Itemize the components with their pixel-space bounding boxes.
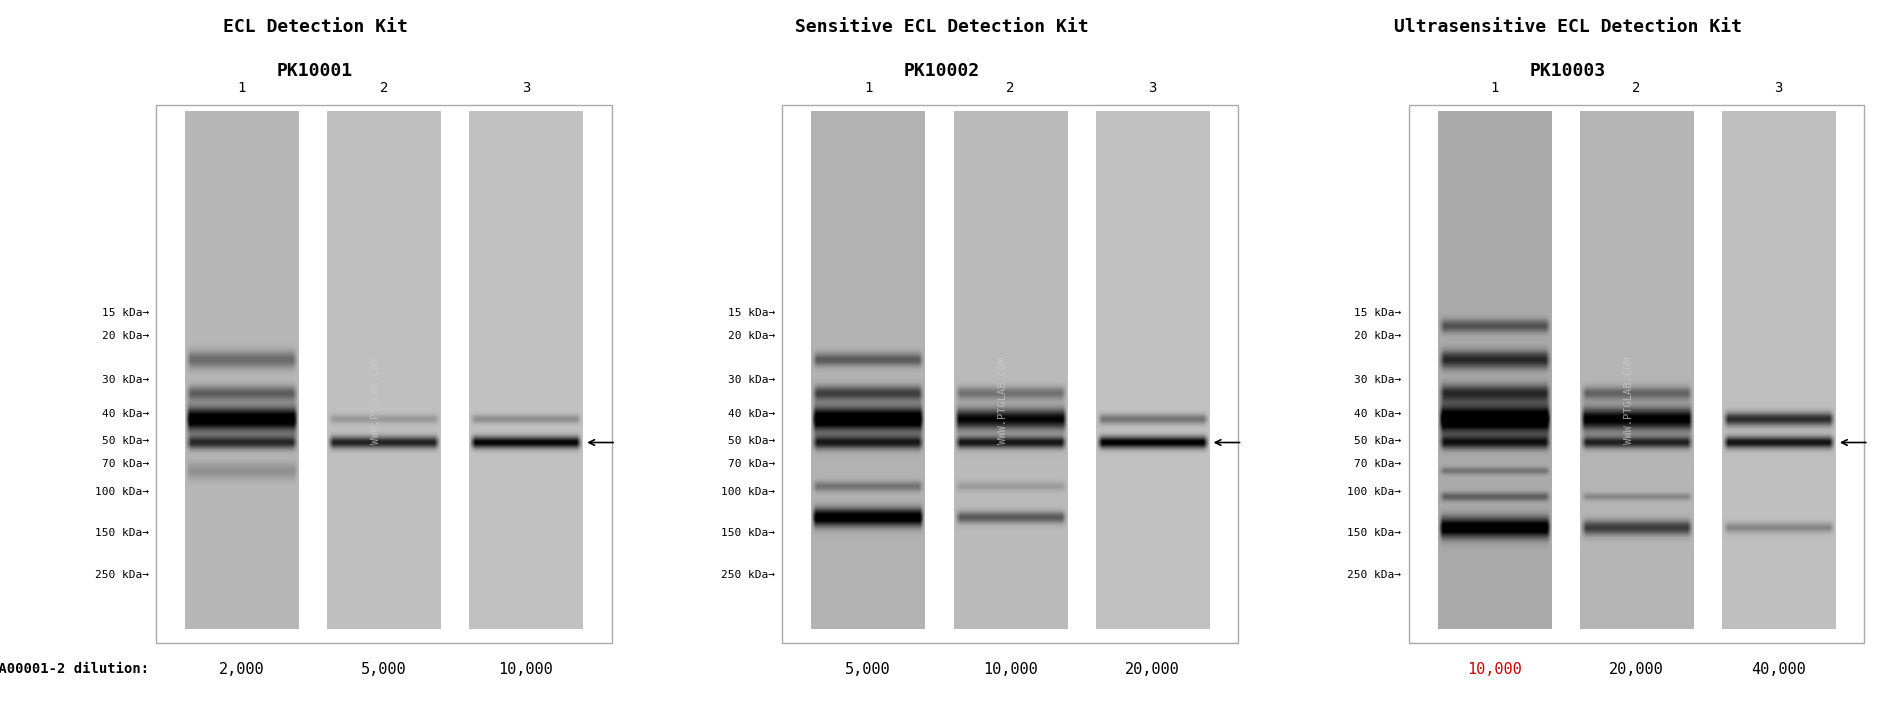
Text: WWW.PTGLAB.COM: WWW.PTGLAB.COM: [1623, 356, 1635, 443]
Text: 30 kDa→: 30 kDa→: [727, 375, 776, 385]
Text: 30 kDa→: 30 kDa→: [101, 375, 148, 385]
Text: 15 kDa→: 15 kDa→: [1355, 308, 1402, 318]
Text: 30 kDa→: 30 kDa→: [1355, 375, 1402, 385]
Text: 2: 2: [1633, 81, 1640, 95]
Text: 250 kDa→: 250 kDa→: [1347, 569, 1402, 579]
Text: 250 kDa→: 250 kDa→: [722, 569, 776, 579]
Bar: [156, 105, 611, 643]
Text: 70 kDa→: 70 kDa→: [1355, 459, 1402, 469]
Text: 70 kDa→: 70 kDa→: [727, 459, 776, 469]
Text: 5,000: 5,000: [361, 662, 406, 677]
Text: ECL Detection Kit: ECL Detection Kit: [222, 18, 408, 36]
Text: 2: 2: [1005, 81, 1015, 95]
Text: 15 kDa→: 15 kDa→: [101, 308, 148, 318]
Text: 20,000: 20,000: [1608, 662, 1665, 677]
Text: PK10003: PK10003: [1530, 62, 1607, 80]
Bar: [1409, 105, 1864, 643]
Text: WWW.PTGLAB.COM: WWW.PTGLAB.COM: [372, 356, 381, 443]
Text: Sensitive ECL Detection Kit: Sensitive ECL Detection Kit: [795, 18, 1088, 36]
Text: 20 kDa→: 20 kDa→: [1355, 332, 1402, 342]
Text: 5,000: 5,000: [846, 662, 891, 677]
Text: 100 kDa→: 100 kDa→: [722, 486, 776, 497]
Text: 20,000: 20,000: [1126, 662, 1180, 677]
Text: PK10001: PK10001: [276, 62, 353, 80]
Text: PK10002: PK10002: [904, 62, 979, 80]
Text: 40 kDa→: 40 kDa→: [1355, 409, 1402, 419]
Text: WWW.PTGLAB.COM: WWW.PTGLAB.COM: [998, 356, 1007, 443]
Text: 10,000: 10,000: [1467, 662, 1522, 677]
Text: 15 kDa→: 15 kDa→: [727, 308, 776, 318]
Text: SA00001-2 dilution:: SA00001-2 dilution:: [0, 662, 148, 675]
Text: 20 kDa→: 20 kDa→: [101, 332, 148, 342]
Text: 150 kDa→: 150 kDa→: [722, 528, 776, 538]
Text: 50 kDa→: 50 kDa→: [727, 436, 776, 446]
Text: 40 kDa→: 40 kDa→: [101, 409, 148, 419]
Text: 3: 3: [1774, 81, 1783, 95]
Text: 3: 3: [522, 81, 530, 95]
Text: 40 kDa→: 40 kDa→: [727, 409, 776, 419]
Text: 40,000: 40,000: [1751, 662, 1806, 677]
Text: 2,000: 2,000: [218, 662, 265, 677]
Text: 3: 3: [1148, 81, 1156, 95]
Text: 100 kDa→: 100 kDa→: [1347, 486, 1402, 497]
Bar: [782, 105, 1238, 643]
Text: 1: 1: [1490, 81, 1499, 95]
Text: Ultrasensitive ECL Detection Kit: Ultrasensitive ECL Detection Kit: [1394, 18, 1742, 36]
Text: 50 kDa→: 50 kDa→: [1355, 436, 1402, 446]
Text: 1: 1: [237, 81, 246, 95]
Text: 70 kDa→: 70 kDa→: [101, 459, 148, 469]
Text: 100 kDa→: 100 kDa→: [94, 486, 148, 497]
Text: 10,000: 10,000: [498, 662, 552, 677]
Text: 2: 2: [380, 81, 387, 95]
Text: 20 kDa→: 20 kDa→: [727, 332, 776, 342]
Text: 150 kDa→: 150 kDa→: [1347, 528, 1402, 538]
Text: 1: 1: [864, 81, 872, 95]
Text: 10,000: 10,000: [983, 662, 1037, 677]
Text: 150 kDa→: 150 kDa→: [94, 528, 148, 538]
Text: 50 kDa→: 50 kDa→: [101, 436, 148, 446]
Text: 250 kDa→: 250 kDa→: [94, 569, 148, 579]
